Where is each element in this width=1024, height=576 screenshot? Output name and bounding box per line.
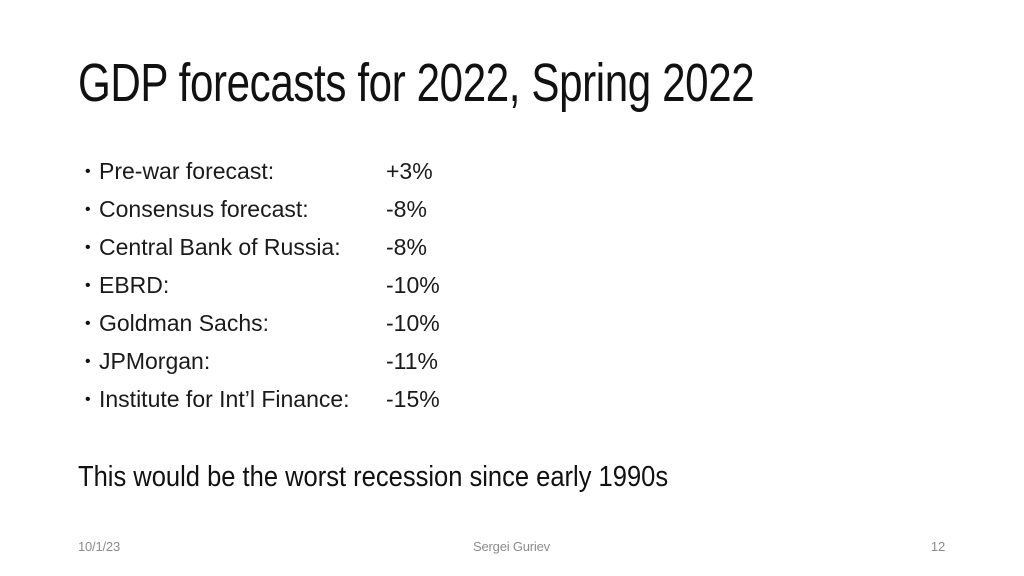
list-item: • Institute for Int’l Finance: -15% (85, 380, 440, 418)
list-item: • Goldman Sachs: -10% (85, 304, 440, 342)
forecast-value: +3% (386, 157, 433, 184)
forecast-value: -8% (386, 233, 427, 260)
list-item: • Consensus forecast: -8% (85, 190, 440, 228)
forecast-value: -15% (386, 385, 440, 412)
footer-author: Sergei Guriev (473, 539, 550, 554)
forecast-source-label: EBRD: (99, 271, 170, 298)
bullet-icon: • (85, 277, 91, 294)
forecast-source-label: Consensus forecast: (99, 195, 309, 222)
footer-page-number: 12 (930, 539, 945, 554)
footer-date: 10/1/23 (78, 539, 120, 554)
bullet-icon: • (85, 201, 91, 218)
forecast-value: -11% (386, 347, 438, 374)
forecast-source-label: Goldman Sachs: (99, 309, 270, 336)
bullet-icon: • (85, 391, 91, 408)
forecast-source-label: JPMorgan: (99, 347, 211, 374)
list-item: • Central Bank of Russia: -8% (85, 228, 440, 266)
forecast-value: -8% (386, 195, 427, 222)
footer: 10/1/23 Sergei Guriev 12 (78, 539, 945, 554)
forecast-value: -10% (386, 309, 440, 336)
list-item: • Pre-war forecast: +3% (85, 152, 440, 190)
forecast-source-label: Central Bank of Russia: (99, 233, 341, 260)
bullet-icon: • (85, 163, 91, 180)
bullet-icon: • (85, 315, 91, 332)
bullet-icon: • (85, 239, 91, 256)
list-item: • EBRD: -10% (85, 266, 440, 304)
bullet-icon: • (85, 353, 91, 370)
forecast-source-label: Institute for Int’l Finance: (99, 385, 350, 412)
forecast-value: -10% (386, 271, 440, 298)
list-item: • JPMorgan: -11% (85, 342, 440, 380)
slide-title: GDP forecasts for 2022, Spring 2022 (78, 53, 755, 113)
forecast-source-label: Pre-war forecast: (99, 157, 275, 184)
conclusion-text: This would be the worst recession since … (78, 461, 669, 493)
bullet-list: • Pre-war forecast: +3% • Consensus fore… (85, 152, 440, 418)
